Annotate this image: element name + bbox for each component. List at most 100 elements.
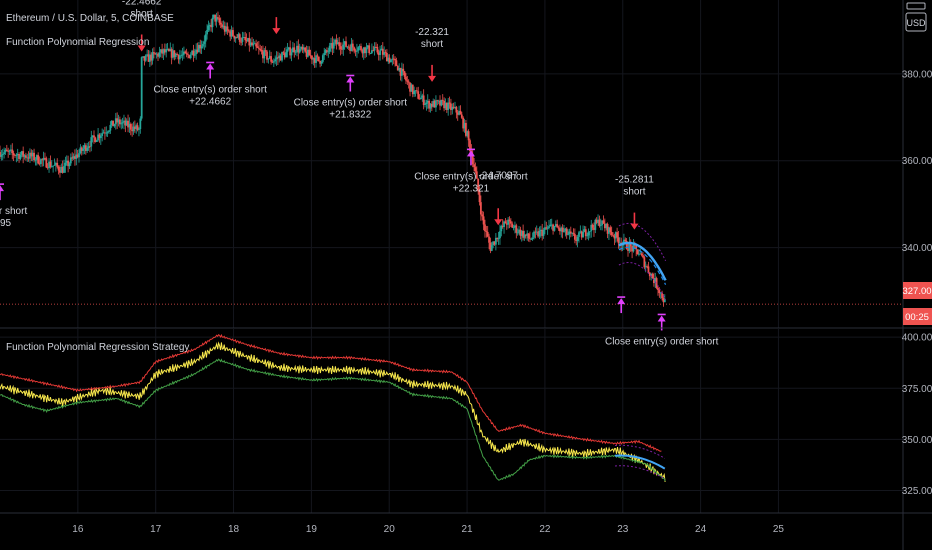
candle-body	[84, 145, 87, 151]
short-arrow-head	[494, 219, 503, 226]
candle-body	[398, 68, 401, 71]
candle-body	[193, 54, 196, 56]
candle-body	[316, 55, 319, 57]
candle-body	[638, 254, 640, 255]
candle-body	[1, 154, 4, 156]
candle-body	[422, 95, 425, 105]
candle-body	[512, 227, 515, 229]
candle-body	[93, 135, 95, 138]
candle-body	[302, 47, 305, 50]
candle-body	[49, 161, 52, 167]
candle-body	[23, 155, 26, 157]
candle-body	[364, 47, 366, 54]
close-label: Close entry(s) order short	[414, 171, 528, 182]
candle-body	[550, 224, 553, 226]
candle-body	[177, 54, 180, 60]
close-arrow-head	[657, 315, 666, 322]
candle-body	[535, 231, 538, 233]
time-axis[interactable]: 16 17 18 19 20 21 22 23 24 25	[72, 524, 784, 535]
candle-body	[197, 45, 200, 53]
candle-body	[252, 43, 255, 46]
close-label: ) order short	[0, 206, 27, 217]
candle-body	[264, 50, 267, 52]
fit-line	[618, 241, 667, 281]
symbol-title[interactable]: Ethereum / U.S. Dollar, 5, COINBASE	[6, 13, 174, 24]
currency-button[interactable]: USD	[905, 12, 927, 32]
candle-body	[306, 49, 309, 57]
candle-body	[347, 46, 350, 48]
candle-body	[196, 49, 199, 53]
candle-body	[129, 124, 132, 130]
close-arrow-head	[466, 150, 475, 157]
candle-body	[414, 90, 417, 92]
candle-body	[338, 42, 341, 47]
candle-body	[590, 224, 593, 232]
grid-lines	[0, 0, 903, 513]
candle-body	[39, 159, 42, 164]
candle-body	[489, 242, 492, 251]
short-label: short	[421, 39, 443, 50]
candle-body	[65, 160, 68, 163]
candle-body	[602, 220, 605, 224]
candle-body	[576, 236, 579, 241]
candle-body	[219, 22, 222, 25]
candle-body	[279, 55, 282, 61]
candle-body	[312, 58, 315, 60]
candle-body	[278, 55, 281, 59]
candle-body	[274, 59, 277, 62]
candle-body	[14, 155, 16, 156]
candle-body	[16, 153, 19, 156]
candle-body	[184, 51, 187, 54]
candle-body	[78, 153, 80, 158]
candle-body	[105, 132, 108, 134]
candle-body	[282, 52, 285, 54]
candle-body	[176, 53, 178, 55]
candle-body	[349, 47, 352, 51]
candle-body	[350, 43, 353, 51]
candle-body	[320, 61, 323, 64]
candle-body	[321, 55, 324, 62]
candle-body	[127, 120, 129, 128]
candle-body	[289, 47, 292, 56]
candle-body	[124, 120, 127, 126]
strategy-tick-label: 400.00	[902, 333, 932, 344]
lower-pane-title[interactable]: Function Polynomial Regression Strategy	[6, 342, 189, 353]
candle-body	[465, 122, 467, 136]
candle-body	[189, 54, 192, 58]
candle-body	[259, 48, 262, 50]
candle-body	[490, 245, 493, 251]
series-line-mid	[0, 341, 666, 482]
candle-body	[116, 118, 119, 123]
candle-body	[206, 29, 208, 35]
candle-body	[415, 90, 418, 92]
candle-body	[557, 227, 560, 229]
candle-body	[199, 45, 202, 49]
candle-body	[154, 53, 157, 55]
candle-body	[432, 101, 435, 107]
candle-body	[361, 50, 364, 54]
candle-body	[497, 238, 500, 240]
candle-body	[95, 140, 98, 142]
price-axis[interactable]: 340.00 360.00 380.00 325.00 350.00 375.00 400.…	[902, 69, 932, 497]
candle-body	[613, 235, 616, 239]
candle-body	[185, 53, 188, 55]
candle-body	[467, 131, 470, 141]
candle-body	[631, 246, 633, 252]
close-label: +21.8322	[329, 110, 371, 121]
currency-icon[interactable]	[906, 2, 926, 10]
candle-body	[319, 60, 322, 64]
candle-body	[19, 154, 22, 159]
candle-body	[583, 229, 586, 232]
candle-body	[380, 48, 383, 51]
candle-body	[373, 46, 376, 51]
candle-body	[61, 166, 64, 173]
close-label: +22.4662	[189, 96, 231, 107]
indicator-title[interactable]: Function Polynomial Regression	[6, 37, 149, 48]
candle-body	[545, 227, 548, 229]
candle-body	[91, 135, 94, 138]
candle-body	[379, 50, 381, 55]
candle-body	[439, 100, 441, 106]
candle-body	[146, 54, 149, 56]
candle-body	[305, 51, 308, 57]
candle-body	[430, 103, 433, 107]
